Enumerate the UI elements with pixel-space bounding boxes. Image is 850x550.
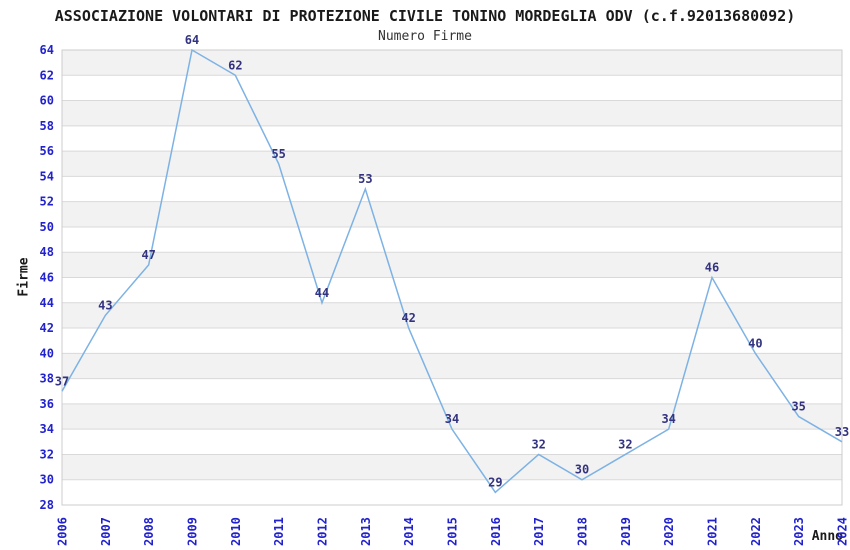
- y-tick-label: 64: [40, 43, 54, 57]
- y-tick-label: 58: [40, 119, 54, 133]
- data-label: 62: [228, 58, 242, 72]
- grid-band: [62, 151, 842, 177]
- x-tick-label: 2006: [56, 517, 70, 546]
- data-label: 35: [791, 400, 805, 414]
- data-label: 46: [705, 261, 719, 275]
- data-label: 55: [271, 147, 285, 161]
- data-label: 40: [748, 336, 762, 350]
- y-tick-label: 48: [40, 245, 54, 259]
- data-label: 42: [401, 311, 415, 325]
- y-tick-label: 56: [40, 144, 54, 158]
- x-tick-label: 2021: [706, 517, 720, 546]
- x-tick-label: 2007: [99, 517, 113, 546]
- y-tick-label: 34: [40, 422, 54, 436]
- chart-title: ASSOCIAZIONE VOLONTARI DI PROTEZIONE CIV…: [54, 7, 796, 25]
- data-label: 33: [835, 425, 849, 439]
- grid-band: [62, 403, 842, 430]
- x-tick-label: 2016: [489, 517, 503, 546]
- y-tick-label: 40: [40, 346, 54, 360]
- x-tick-label: 2020: [662, 517, 676, 546]
- y-tick-label: 52: [40, 195, 54, 209]
- y-tick-label: 42: [40, 321, 54, 335]
- data-label: 30: [575, 463, 589, 477]
- data-label: 47: [141, 248, 155, 262]
- grid-band: [62, 252, 842, 278]
- y-tick-label: 54: [40, 169, 54, 183]
- y-tick-label: 38: [40, 372, 54, 386]
- x-tick-label: 2014: [402, 517, 416, 546]
- x-tick-label: 2008: [142, 517, 156, 546]
- data-label: 64: [185, 33, 199, 47]
- x-tick-label: 2009: [186, 517, 200, 546]
- x-tick-label: 2023: [792, 517, 806, 546]
- grid-band: [62, 353, 842, 379]
- grid-band: [62, 454, 842, 480]
- grid-band: [62, 302, 842, 329]
- data-label: 53: [358, 172, 372, 186]
- x-tick-label: 2013: [359, 517, 373, 546]
- y-tick-label: 60: [40, 94, 54, 108]
- x-tick-label: 2024: [836, 517, 850, 546]
- data-label: 44: [315, 286, 329, 300]
- x-tick-label: 2017: [532, 517, 546, 546]
- x-tick-label: 2018: [576, 517, 590, 546]
- y-tick-label: 30: [40, 473, 54, 487]
- data-label: 43: [98, 298, 112, 312]
- x-tick-label: 2022: [749, 517, 763, 546]
- x-tick-label: 2019: [619, 517, 633, 546]
- data-label: 29: [488, 475, 502, 489]
- grid-band: [62, 201, 842, 227]
- plot-border: [61, 49, 843, 506]
- grid-band: [62, 50, 842, 76]
- data-label: 34: [661, 412, 675, 426]
- x-tick-label: 2015: [446, 517, 460, 546]
- data-label: 32: [531, 437, 545, 451]
- y-tick-label: 62: [40, 68, 54, 82]
- y-tick-label: 46: [40, 271, 54, 285]
- y-tick-label: 36: [40, 397, 54, 411]
- data-label: 32: [618, 437, 632, 451]
- x-tick-label: 2012: [316, 517, 330, 546]
- y-tick-label: 44: [40, 296, 54, 310]
- x-axis-title: Anno: [811, 529, 843, 544]
- x-tick-label: 2010: [229, 517, 243, 546]
- y-tick-label: 28: [40, 498, 54, 512]
- data-label: 37: [55, 374, 69, 388]
- chart-subtitle: Numero Firme: [378, 29, 472, 44]
- series-line: [61, 48, 843, 494]
- x-tick-label: 2011: [272, 517, 286, 546]
- grid-band: [62, 100, 842, 126]
- y-tick-label: 50: [40, 220, 54, 234]
- data-label: 34: [445, 412, 459, 426]
- y-tick-label: 32: [40, 447, 54, 461]
